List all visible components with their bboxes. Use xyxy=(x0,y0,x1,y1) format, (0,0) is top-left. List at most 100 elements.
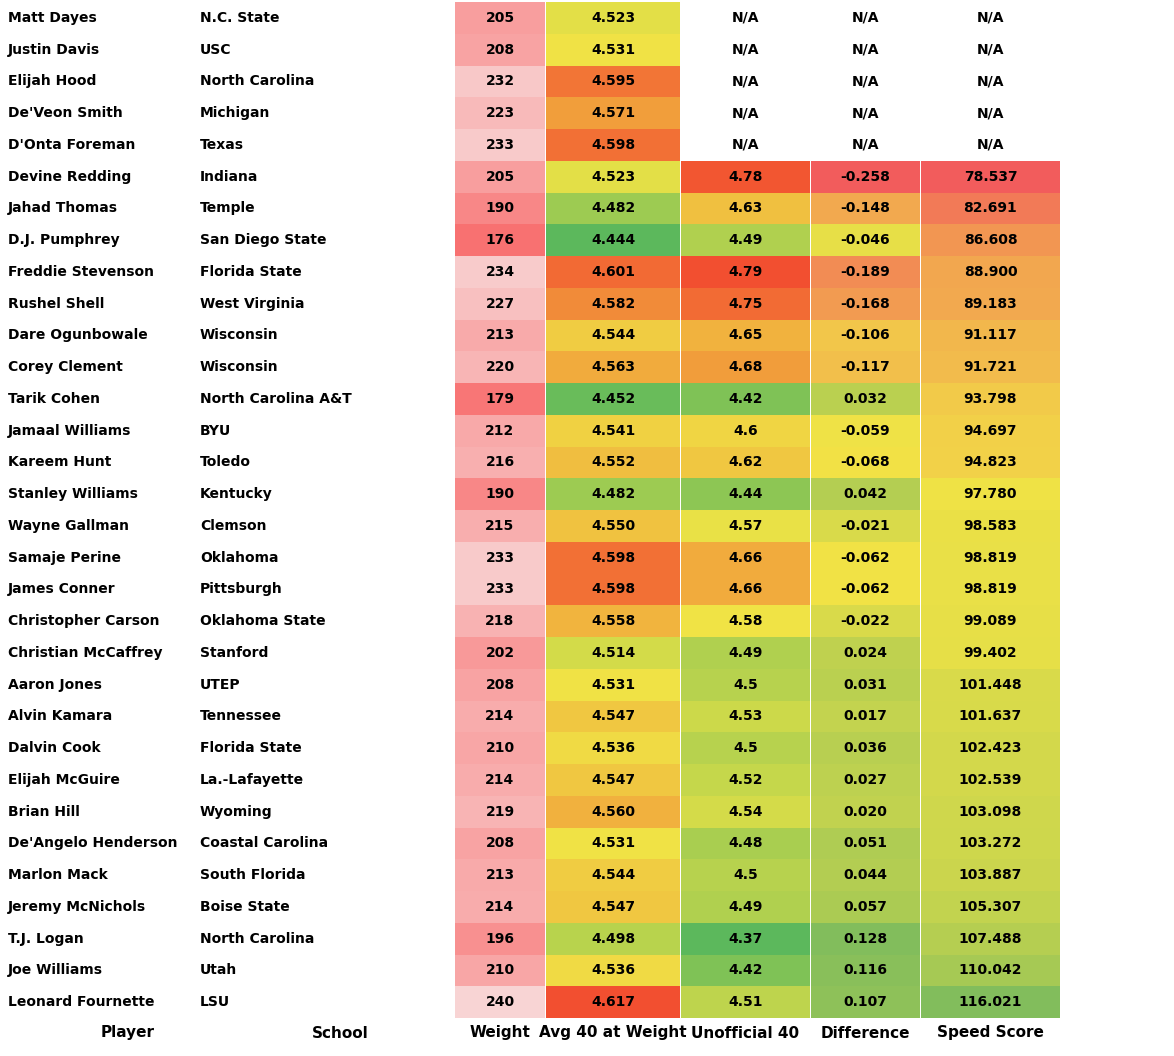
Text: Temple: Temple xyxy=(200,202,256,215)
Bar xyxy=(546,955,680,986)
Text: N/A: N/A xyxy=(977,106,1004,120)
Text: N/A: N/A xyxy=(852,42,879,57)
Text: 4.54: 4.54 xyxy=(728,805,763,818)
Text: 4.51: 4.51 xyxy=(728,995,763,1010)
Text: BYU: BYU xyxy=(200,423,231,437)
Text: -0.258: -0.258 xyxy=(841,170,890,184)
Bar xyxy=(811,986,920,1018)
Text: 233: 233 xyxy=(486,550,514,565)
Bar xyxy=(811,668,920,700)
Text: 89.183: 89.183 xyxy=(964,297,1018,310)
Text: 4.79: 4.79 xyxy=(728,265,763,279)
Bar xyxy=(920,478,1060,510)
Text: 233: 233 xyxy=(486,138,514,152)
Text: 205: 205 xyxy=(485,11,514,25)
Text: 4.523: 4.523 xyxy=(591,11,635,25)
Bar xyxy=(456,34,545,65)
Bar xyxy=(546,891,680,923)
Bar xyxy=(920,605,1060,637)
Text: Brian Hill: Brian Hill xyxy=(8,805,80,818)
Bar xyxy=(456,828,545,860)
Bar xyxy=(456,605,545,637)
Bar xyxy=(920,447,1060,478)
Text: Michigan: Michigan xyxy=(200,106,270,120)
Text: Jahad Thomas: Jahad Thomas xyxy=(8,202,119,215)
Text: 99.402: 99.402 xyxy=(964,646,1018,660)
Text: 4.75: 4.75 xyxy=(728,297,763,310)
Text: 110.042: 110.042 xyxy=(959,963,1023,978)
Text: 4.63: 4.63 xyxy=(728,202,763,215)
Text: 86.608: 86.608 xyxy=(964,233,1018,247)
Text: N/A: N/A xyxy=(977,74,1004,89)
Bar xyxy=(681,860,810,891)
Text: 4.49: 4.49 xyxy=(728,233,763,247)
Text: Dalvin Cook: Dalvin Cook xyxy=(8,741,101,755)
Bar xyxy=(456,383,545,415)
Text: 4.68: 4.68 xyxy=(728,360,763,374)
Bar xyxy=(456,129,545,161)
Text: -0.021: -0.021 xyxy=(841,518,890,533)
Text: 213: 213 xyxy=(485,328,514,342)
Text: N.C. State: N.C. State xyxy=(200,11,279,25)
Bar xyxy=(546,65,680,97)
Text: Tarik Cohen: Tarik Cohen xyxy=(8,392,100,406)
Bar xyxy=(811,573,920,605)
Bar xyxy=(546,542,680,573)
Text: 97.780: 97.780 xyxy=(964,487,1017,502)
Bar xyxy=(456,97,545,129)
Text: 0.017: 0.017 xyxy=(844,710,888,723)
Text: -0.059: -0.059 xyxy=(841,423,890,437)
Text: 107.488: 107.488 xyxy=(959,931,1023,945)
Text: 4.65: 4.65 xyxy=(728,328,763,342)
Text: 4.544: 4.544 xyxy=(591,328,635,342)
Bar xyxy=(681,510,810,542)
Bar xyxy=(920,637,1060,668)
Bar xyxy=(811,700,920,732)
Bar xyxy=(681,605,810,637)
Text: 223: 223 xyxy=(485,106,514,120)
Text: 4.531: 4.531 xyxy=(591,836,635,850)
Text: Elijah McGuire: Elijah McGuire xyxy=(8,773,120,787)
Bar xyxy=(546,828,680,860)
Text: -0.148: -0.148 xyxy=(841,202,890,215)
Text: Boise State: Boise State xyxy=(200,900,290,913)
Text: 4.44: 4.44 xyxy=(728,487,763,502)
Text: 214: 214 xyxy=(485,710,514,723)
Text: Kareem Hunt: Kareem Hunt xyxy=(8,455,112,469)
Bar xyxy=(920,732,1060,763)
Bar xyxy=(920,860,1060,891)
Text: North Carolina A&T: North Carolina A&T xyxy=(200,392,352,406)
Bar xyxy=(456,573,545,605)
Text: West Virginia: West Virginia xyxy=(200,297,304,310)
Text: 101.637: 101.637 xyxy=(959,710,1023,723)
Text: 0.116: 0.116 xyxy=(843,963,888,978)
Text: Jeremy McNichols: Jeremy McNichols xyxy=(8,900,146,913)
Text: Joe Williams: Joe Williams xyxy=(8,963,103,978)
Text: 4.42: 4.42 xyxy=(728,963,763,978)
Text: 4.536: 4.536 xyxy=(591,963,635,978)
Bar xyxy=(811,955,920,986)
Bar xyxy=(811,478,920,510)
Text: 4.523: 4.523 xyxy=(591,170,635,184)
Text: 4.482: 4.482 xyxy=(591,487,635,502)
Text: Stanford: Stanford xyxy=(200,646,269,660)
Text: N/A: N/A xyxy=(977,138,1004,152)
Text: Difference: Difference xyxy=(821,1025,910,1040)
Bar xyxy=(681,478,810,510)
Bar xyxy=(811,510,920,542)
Bar xyxy=(681,700,810,732)
Bar xyxy=(546,352,680,383)
Bar xyxy=(456,224,545,256)
Text: 0.020: 0.020 xyxy=(844,805,888,818)
Text: 98.583: 98.583 xyxy=(964,518,1018,533)
Bar xyxy=(920,224,1060,256)
Bar xyxy=(546,447,680,478)
Bar xyxy=(456,923,545,955)
Text: De'Angelo Henderson: De'Angelo Henderson xyxy=(8,836,177,850)
Text: 219: 219 xyxy=(485,805,514,818)
Text: Clemson: Clemson xyxy=(200,518,266,533)
Text: 208: 208 xyxy=(485,678,514,692)
Text: 4.5: 4.5 xyxy=(733,678,758,692)
Text: N/A: N/A xyxy=(731,138,760,152)
Bar xyxy=(456,986,545,1018)
